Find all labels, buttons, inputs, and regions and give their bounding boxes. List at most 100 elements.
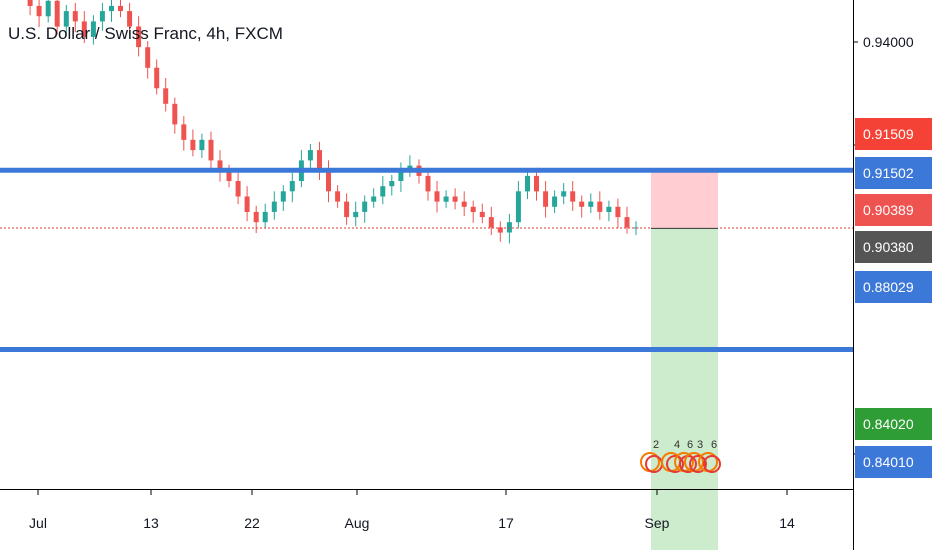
chart-title: U.S. Dollar / Swiss Franc, 4h, FXCM bbox=[8, 24, 283, 43]
candle-body bbox=[118, 5, 123, 12]
candle-body bbox=[326, 170, 331, 192]
candle-body bbox=[72, 11, 78, 22]
candle-body bbox=[63, 11, 69, 27]
candle-body bbox=[181, 124, 187, 140]
price-tag-label: 0.84020 bbox=[863, 416, 914, 432]
take-profit-zone[interactable] bbox=[651, 228, 718, 550]
position-zones[interactable] bbox=[651, 170, 718, 550]
candle-body bbox=[127, 11, 133, 27]
candle-body bbox=[443, 196, 449, 202]
candle-body bbox=[470, 206, 476, 212]
candle-body bbox=[362, 201, 368, 212]
candle-body bbox=[606, 206, 612, 212]
price-tag bbox=[855, 157, 932, 189]
candle-body bbox=[172, 103, 178, 125]
event-marker-ring[interactable] bbox=[703, 455, 721, 473]
candle-body bbox=[434, 191, 440, 202]
candles-layer bbox=[0, 0, 853, 244]
event-marker-label[interactable]: 3 bbox=[697, 439, 703, 451]
candle-body bbox=[109, 5, 114, 12]
candle-body bbox=[45, 0, 51, 17]
horizontal-levels[interactable] bbox=[0, 167, 853, 550]
price-tag-label: 0.88029 bbox=[863, 279, 914, 295]
event-marker-label[interactable]: 2 bbox=[653, 439, 659, 451]
price-tags: 0.91509 0.91502 0.90389 0.90380 0.88029 0.840… bbox=[855, 118, 932, 478]
candle-body bbox=[154, 67, 160, 89]
time-tick-label: Sep bbox=[645, 515, 670, 531]
event-marker-ring[interactable] bbox=[689, 455, 707, 473]
candle-body bbox=[90, 21, 96, 37]
candle-body bbox=[561, 191, 567, 197]
candle-body bbox=[344, 201, 350, 218]
candle-body bbox=[570, 191, 576, 202]
price-tag-label: 0.84010 bbox=[863, 454, 914, 470]
price-tag-label: 0.91502 bbox=[863, 165, 914, 181]
candle-body bbox=[262, 211, 268, 223]
candle-body bbox=[525, 175, 530, 192]
candle-body bbox=[217, 160, 223, 171]
event-marker-label[interactable]: 4 bbox=[674, 439, 680, 451]
price-tag bbox=[855, 231, 932, 263]
candle-body bbox=[253, 211, 259, 223]
candle-body bbox=[280, 191, 286, 202]
event-marker-ring[interactable] bbox=[666, 455, 684, 473]
candle-body bbox=[317, 150, 322, 171]
candle-body bbox=[136, 26, 142, 48]
candle-body bbox=[425, 175, 431, 192]
candle-body bbox=[208, 139, 214, 161]
price-tag bbox=[855, 118, 932, 150]
stop-loss-zone[interactable] bbox=[651, 170, 718, 229]
time-tick-label: Aug bbox=[345, 515, 370, 531]
candle-body bbox=[235, 181, 241, 197]
candle-body bbox=[190, 139, 196, 151]
candle-body bbox=[163, 88, 169, 104]
event-marker-label[interactable]: 6 bbox=[711, 439, 717, 451]
price-tag-label: 0.90380 bbox=[863, 239, 914, 255]
candle-body bbox=[380, 186, 386, 197]
time-tick-label: Jul bbox=[29, 515, 47, 531]
candle-body bbox=[335, 191, 341, 202]
event-marker-label[interactable]: 6 bbox=[687, 439, 693, 451]
price-tag-label: 0.90389 bbox=[863, 202, 914, 218]
price-tick-label: 0.94000 bbox=[863, 34, 914, 50]
candle-body bbox=[36, 5, 42, 17]
candle-body bbox=[226, 170, 232, 181]
price-tag bbox=[855, 446, 932, 478]
candle-body bbox=[27, 0, 33, 6]
time-axis[interactable]: Jul 13 22 Aug 17 Sep 14 bbox=[29, 489, 795, 531]
candle-body bbox=[271, 201, 277, 212]
candle-body bbox=[389, 181, 395, 187]
candle-body bbox=[552, 196, 558, 207]
price-tag bbox=[855, 194, 932, 226]
candle-body bbox=[534, 175, 539, 192]
candle-body bbox=[506, 222, 512, 233]
candle-body bbox=[624, 217, 630, 228]
candle-body bbox=[398, 170, 404, 181]
candle-body bbox=[353, 211, 359, 218]
candle-body bbox=[497, 227, 503, 233]
candle-body bbox=[615, 206, 621, 218]
candle-body bbox=[597, 201, 603, 212]
time-tick-label: 13 bbox=[143, 515, 159, 531]
candle-body bbox=[99, 11, 105, 22]
candle-body bbox=[81, 21, 87, 37]
price-tag bbox=[855, 271, 932, 303]
candle-body bbox=[479, 211, 485, 218]
price-tag-label: 0.91509 bbox=[863, 126, 914, 142]
candle-body bbox=[54, 0, 60, 27]
candle-body bbox=[579, 201, 585, 207]
candle-body bbox=[488, 217, 494, 228]
price-tag bbox=[855, 408, 932, 440]
candle-body bbox=[452, 196, 458, 202]
candle-body bbox=[244, 196, 250, 212]
time-tick-label: 14 bbox=[779, 515, 795, 531]
candle-body bbox=[307, 150, 313, 161]
candle-body bbox=[371, 196, 377, 202]
candle-body bbox=[199, 139, 205, 151]
time-tick-label: 17 bbox=[498, 515, 514, 531]
candle-body bbox=[461, 201, 467, 207]
candle-body bbox=[515, 191, 521, 223]
